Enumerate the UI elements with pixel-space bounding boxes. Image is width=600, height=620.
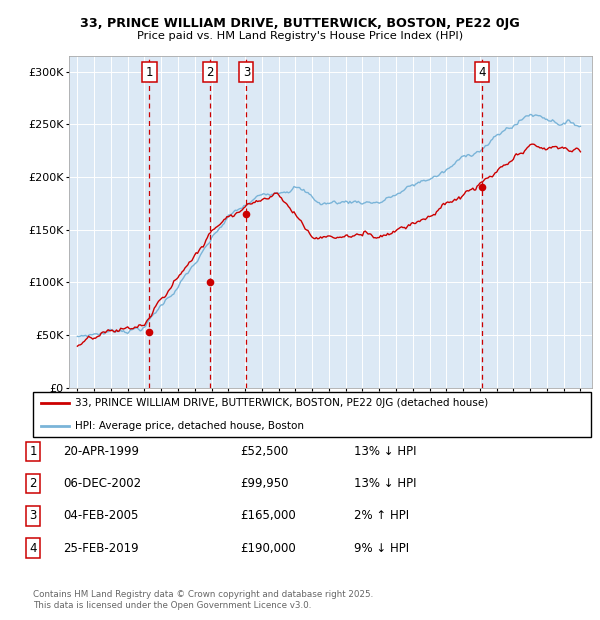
Text: 2: 2 — [206, 66, 214, 79]
FancyBboxPatch shape — [33, 392, 591, 437]
Text: 04-FEB-2005: 04-FEB-2005 — [63, 510, 139, 522]
Text: 06-DEC-2002: 06-DEC-2002 — [63, 477, 141, 490]
Text: 2: 2 — [29, 477, 37, 490]
Text: 25-FEB-2019: 25-FEB-2019 — [63, 542, 139, 554]
Text: 13% ↓ HPI: 13% ↓ HPI — [354, 477, 416, 490]
Text: 33, PRINCE WILLIAM DRIVE, BUTTERWICK, BOSTON, PE22 0JG (detached house): 33, PRINCE WILLIAM DRIVE, BUTTERWICK, BO… — [75, 398, 488, 408]
Text: HPI: Average price, detached house, Boston: HPI: Average price, detached house, Bost… — [75, 422, 304, 432]
Text: £52,500: £52,500 — [240, 445, 288, 458]
Text: £190,000: £190,000 — [240, 542, 296, 554]
Text: 4: 4 — [479, 66, 486, 79]
Text: £99,950: £99,950 — [240, 477, 289, 490]
Text: 3: 3 — [29, 510, 37, 522]
Text: 20-APR-1999: 20-APR-1999 — [63, 445, 139, 458]
Text: 13% ↓ HPI: 13% ↓ HPI — [354, 445, 416, 458]
Text: 33, PRINCE WILLIAM DRIVE, BUTTERWICK, BOSTON, PE22 0JG: 33, PRINCE WILLIAM DRIVE, BUTTERWICK, BO… — [80, 17, 520, 30]
Text: Contains HM Land Registry data © Crown copyright and database right 2025.: Contains HM Land Registry data © Crown c… — [33, 590, 373, 600]
Text: 9% ↓ HPI: 9% ↓ HPI — [354, 542, 409, 554]
Text: £165,000: £165,000 — [240, 510, 296, 522]
Text: 1: 1 — [29, 445, 37, 458]
Text: 1: 1 — [146, 66, 153, 79]
Text: 3: 3 — [243, 66, 250, 79]
Text: 2% ↑ HPI: 2% ↑ HPI — [354, 510, 409, 522]
Text: 4: 4 — [29, 542, 37, 554]
Text: Price paid vs. HM Land Registry's House Price Index (HPI): Price paid vs. HM Land Registry's House … — [137, 31, 463, 41]
Text: This data is licensed under the Open Government Licence v3.0.: This data is licensed under the Open Gov… — [33, 601, 311, 611]
